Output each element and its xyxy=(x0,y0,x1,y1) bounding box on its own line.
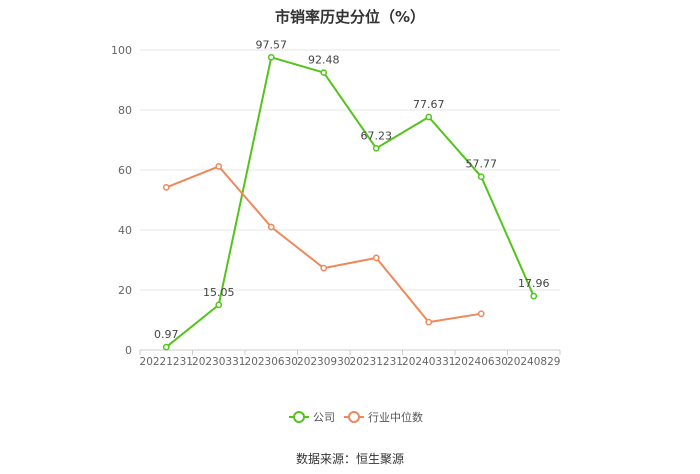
data-label: 92.48 xyxy=(308,54,340,67)
y-tick-label: 80 xyxy=(118,104,132,117)
x-tick-label: 20240630 xyxy=(455,356,508,368)
data-point xyxy=(267,53,275,61)
data-label: 57.77 xyxy=(466,158,498,171)
y-tick-label: 0 xyxy=(125,344,132,357)
x-tick-label: 20221231 xyxy=(140,356,193,368)
data-point xyxy=(320,264,328,272)
data-point xyxy=(372,254,380,262)
data-point xyxy=(425,318,433,326)
data-label: 97.57 xyxy=(256,38,288,51)
data-point xyxy=(530,292,538,300)
data-point xyxy=(215,301,223,309)
data-label-layer: 0.97 15.05 97.57 92.48 67.23 77.67 57.77 17.96 xyxy=(154,38,550,341)
data-source: 数据来源：恒生聚源 xyxy=(295,452,404,466)
x-tick-label: 20240331 xyxy=(402,356,455,368)
data-point xyxy=(267,223,275,231)
data-point xyxy=(425,113,433,121)
data-label: 17.96 xyxy=(518,277,550,290)
data-point xyxy=(162,184,170,191)
data-label: 67.23 xyxy=(361,129,393,142)
data-point xyxy=(477,310,485,318)
y-tick-label: 100 xyxy=(111,44,132,57)
series-line-company xyxy=(165,56,535,348)
y-tick-label: 20 xyxy=(118,284,132,297)
data-point xyxy=(162,343,170,351)
x-tick-label: 20230930 xyxy=(297,356,350,368)
data-label: 77.67 xyxy=(413,98,445,111)
legend: 公司 行业中位数 xyxy=(289,410,423,424)
y-tick-label: 60 xyxy=(118,164,132,177)
y-tick-label: 40 xyxy=(118,224,132,237)
x-tick-label: 20230331 xyxy=(192,356,245,368)
legend-label: 公司 xyxy=(313,411,335,424)
data-point xyxy=(372,144,380,152)
legend-label: 行业中位数 xyxy=(368,410,423,424)
grid-layer xyxy=(140,49,560,291)
data-label: 0.97 xyxy=(154,328,179,341)
data-point xyxy=(477,173,485,181)
data-point xyxy=(320,69,328,76)
x-tick-label: 20240829 xyxy=(507,356,560,368)
x-tick-label: 20230630 xyxy=(245,356,298,368)
legend-marker xyxy=(348,411,360,423)
chart-title: 市销率历史分位（%） xyxy=(274,8,426,26)
legend-marker xyxy=(293,411,305,423)
series-layer xyxy=(162,53,538,351)
data-point xyxy=(215,163,223,170)
x-tick-label: 20231231 xyxy=(350,356,403,368)
data-label: 15.05 xyxy=(203,286,235,299)
